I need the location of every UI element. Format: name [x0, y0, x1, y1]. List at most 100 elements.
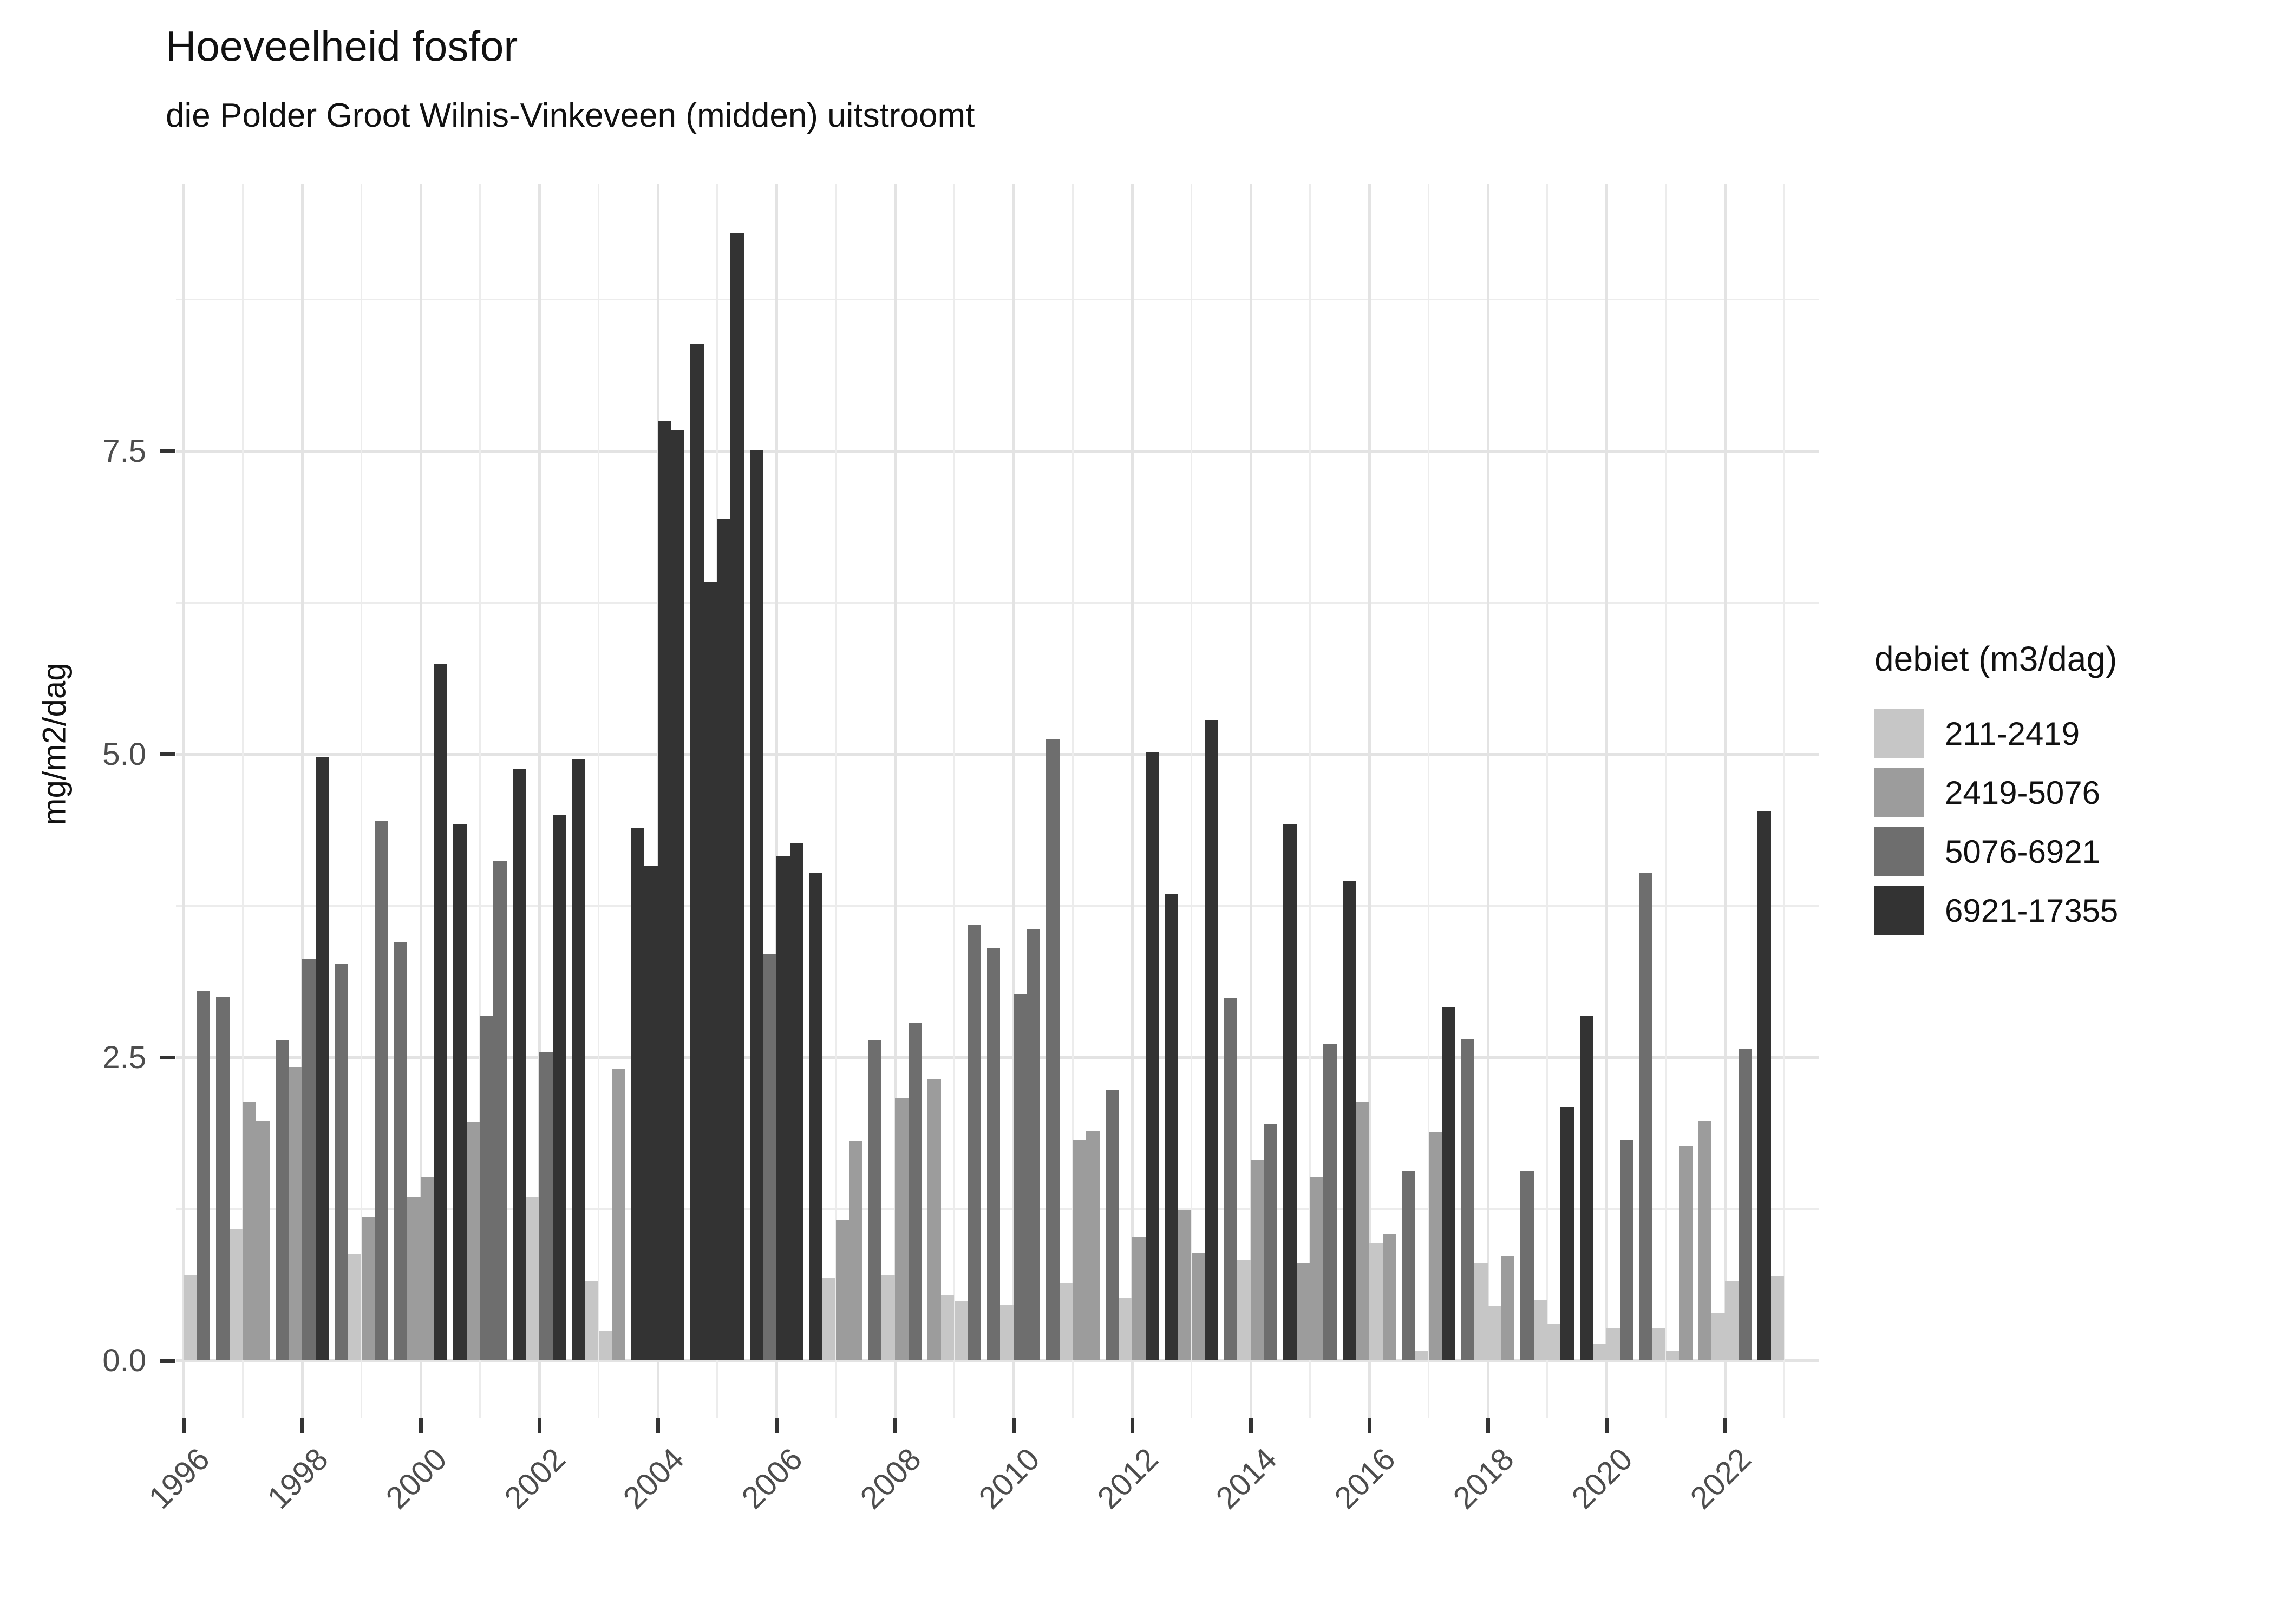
gridline-x-minor [361, 184, 362, 1418]
bar [1560, 1106, 1574, 1360]
bar [690, 344, 704, 1360]
bar [512, 768, 526, 1360]
gridline-x-major [1131, 184, 1134, 1418]
bar [1237, 1260, 1251, 1360]
y-tick-mark [160, 1055, 175, 1059]
y-tick-label: 5.0 [102, 737, 146, 772]
bar [1191, 1252, 1205, 1360]
x-tick-label: 2016 [1328, 1441, 1402, 1516]
bar [631, 828, 645, 1360]
legend-item: 211-2419 [1874, 709, 2253, 758]
legend-swatch [1874, 709, 1924, 758]
gridline-x-minor [1783, 184, 1785, 1418]
y-tick-label: 7.5 [102, 434, 146, 469]
bar [927, 1079, 941, 1360]
bar [1402, 1171, 1415, 1360]
gridline-x-minor [1072, 184, 1074, 1418]
bar [789, 842, 803, 1360]
y-tick-label: 0.0 [102, 1343, 146, 1378]
chart-title: Hoeveelheid fosfor [166, 22, 518, 70]
bar [1027, 928, 1041, 1360]
bar [1132, 1236, 1146, 1360]
bar [1342, 881, 1356, 1360]
bar [1310, 1177, 1324, 1360]
bar [954, 1301, 968, 1360]
legend-item-label: 211-2419 [1945, 715, 2080, 752]
legend-item: 5076-6921 [1874, 827, 2253, 876]
bar [1264, 1124, 1278, 1360]
bar [1283, 824, 1297, 1360]
bar [1619, 1140, 1633, 1360]
bar [1369, 1242, 1383, 1360]
x-tick-mark [1249, 1418, 1253, 1433]
bar [749, 449, 763, 1360]
gridline-x-major [182, 184, 185, 1418]
x-tick-label: 2004 [616, 1441, 691, 1516]
bar [1738, 1049, 1752, 1360]
bar [229, 1229, 243, 1360]
bar [1639, 873, 1652, 1360]
gridline-x-minor [953, 184, 955, 1418]
bar [453, 824, 467, 1360]
bar [1725, 1281, 1739, 1360]
x-tick-mark [656, 1418, 660, 1433]
bar [1059, 1282, 1073, 1360]
gridline-x-major [1249, 184, 1252, 1418]
legend: debiet (m3/dag) 211-2419 2419-5076 5076-69… [1874, 639, 2253, 945]
legend-swatch [1874, 768, 1924, 817]
x-tick-label: 2012 [1090, 1441, 1165, 1516]
bar [1145, 751, 1159, 1360]
x-tick-mark [1130, 1418, 1134, 1433]
bar [552, 815, 566, 1360]
legend-item: 2419-5076 [1874, 768, 2253, 817]
bar [335, 964, 348, 1360]
bar [717, 519, 731, 1360]
bar [1165, 893, 1178, 1360]
bar [822, 1278, 836, 1360]
bar [849, 1141, 862, 1360]
gridline-x-minor [598, 184, 599, 1418]
x-tick-mark [1367, 1418, 1371, 1433]
bar [809, 873, 822, 1360]
bar [1415, 1351, 1429, 1360]
bar [1356, 1102, 1369, 1360]
gridline-x-major [893, 184, 897, 1418]
x-tick-label: 1996 [142, 1441, 217, 1516]
bar [835, 1220, 850, 1360]
x-tick-mark [893, 1418, 897, 1433]
x-tick-label: 1998 [260, 1441, 335, 1516]
bar [289, 1066, 302, 1360]
bar [434, 664, 448, 1360]
bar [1178, 1210, 1192, 1360]
bar [986, 948, 1001, 1360]
gridline-x-minor [1428, 184, 1429, 1418]
bar [526, 1196, 539, 1360]
bar [763, 954, 776, 1360]
bar [1679, 1145, 1693, 1360]
bar [1533, 1300, 1547, 1360]
gridline-x-minor [1546, 184, 1548, 1418]
bar [1520, 1171, 1534, 1360]
bar [1757, 811, 1771, 1360]
y-tick-mark [160, 752, 175, 756]
bar [1382, 1234, 1396, 1360]
gridline-x-minor [1309, 184, 1311, 1418]
x-tick-label: 2006 [735, 1441, 809, 1516]
bar [1593, 1343, 1606, 1360]
bar [216, 997, 230, 1360]
gridline-y-major [176, 449, 1819, 453]
x-tick-label: 2020 [1565, 1441, 1639, 1516]
bar [598, 1331, 612, 1360]
bar [1606, 1327, 1620, 1360]
gridline-x-minor [1665, 184, 1667, 1418]
bar [480, 1016, 494, 1360]
y-tick-mark [160, 449, 175, 453]
gridline-x-major [1723, 184, 1727, 1418]
legend-item-label: 2419-5076 [1945, 774, 2100, 811]
bar [1323, 1044, 1337, 1360]
x-tick-mark [774, 1418, 779, 1433]
bar [421, 1177, 434, 1360]
gridline-y-minor [176, 905, 1819, 907]
gridline-x-minor [479, 184, 481, 1418]
y-tick-mark [160, 1358, 175, 1363]
